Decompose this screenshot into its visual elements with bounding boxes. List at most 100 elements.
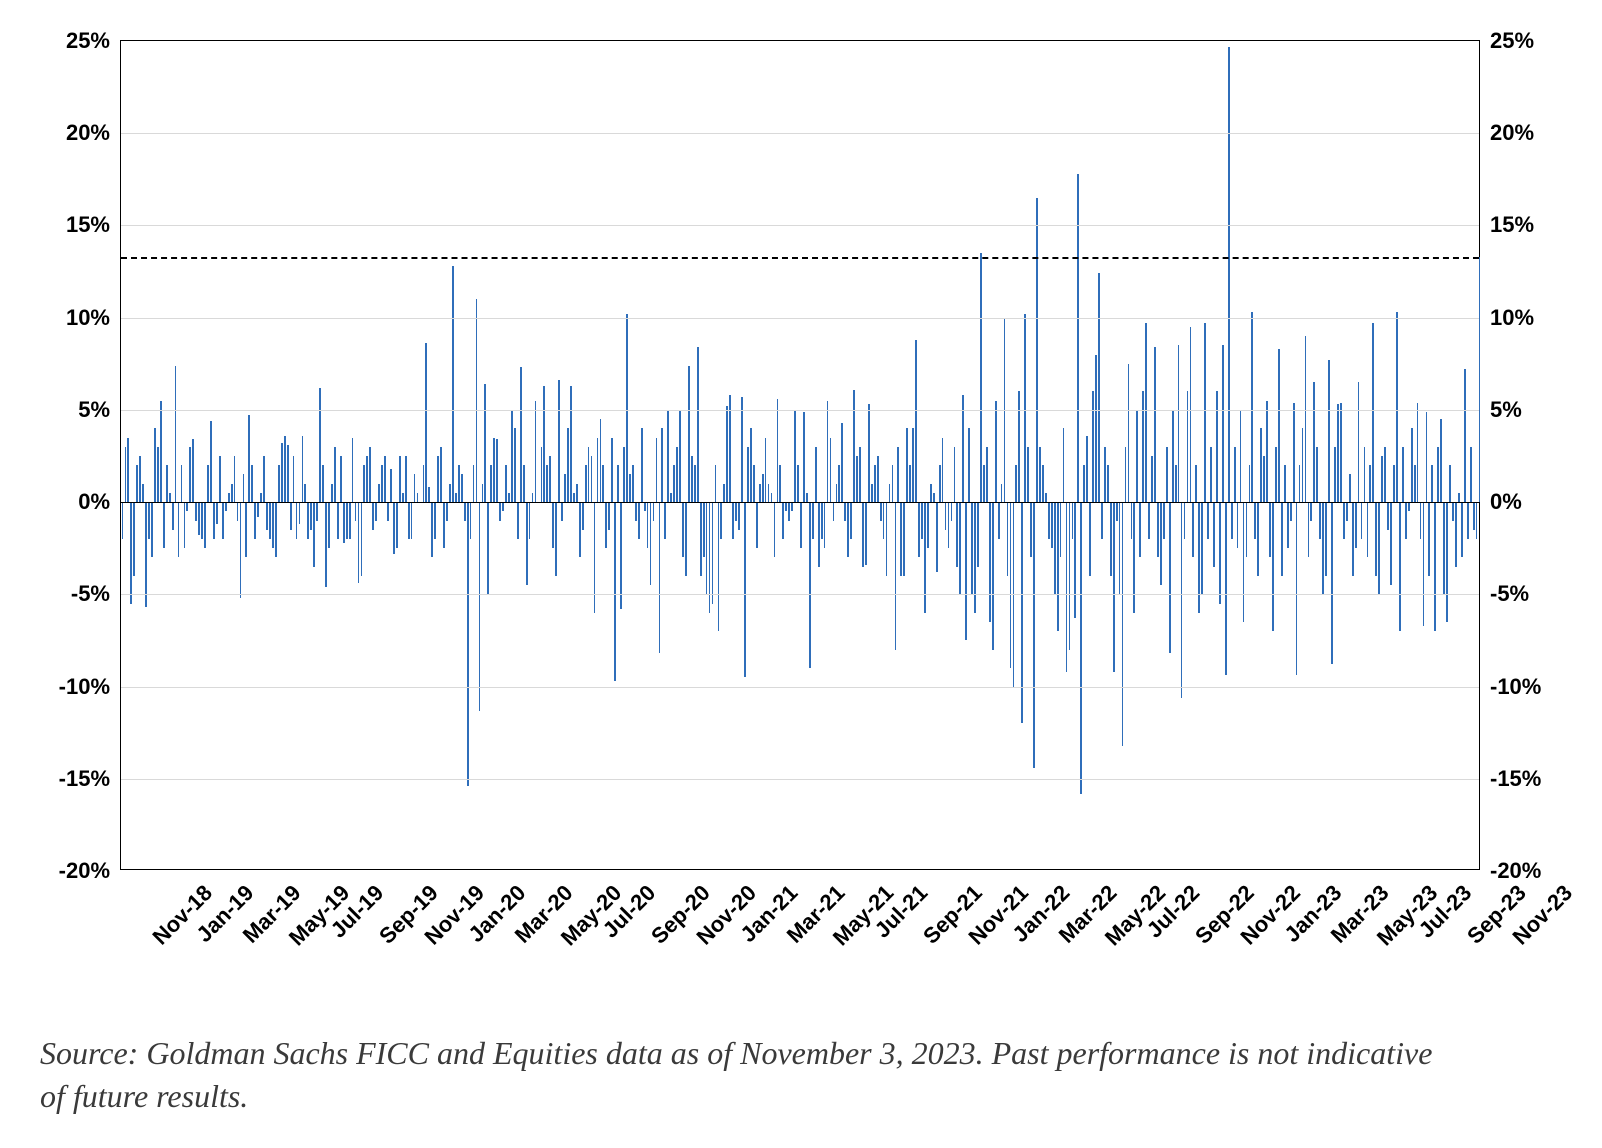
data-bar [747, 447, 749, 502]
data-bar [977, 502, 979, 567]
data-bar [579, 502, 581, 557]
data-bar [399, 456, 401, 502]
data-bar [1210, 447, 1212, 502]
data-bar [1187, 391, 1189, 502]
gridline [121, 318, 1479, 319]
data-bar [449, 484, 451, 502]
data-bar [768, 484, 770, 502]
data-bar [921, 502, 923, 539]
data-bar [1355, 502, 1357, 548]
data-bar [1405, 502, 1407, 539]
data-bar [1231, 502, 1233, 539]
y-tick-label-right: -5% [1490, 581, 1529, 607]
data-bar [676, 447, 678, 502]
data-bar [924, 502, 926, 613]
data-bar [886, 502, 888, 576]
data-bar [889, 484, 891, 502]
data-bar [296, 502, 298, 539]
data-bar [880, 502, 882, 520]
data-bar [549, 456, 551, 502]
data-bar [263, 456, 265, 502]
data-bar [912, 428, 914, 502]
data-bar [130, 502, 132, 603]
data-bar [210, 421, 212, 502]
data-bar [228, 493, 230, 502]
data-bar [906, 428, 908, 502]
plot-region [120, 40, 1480, 870]
data-bar [484, 384, 486, 502]
data-bar [1213, 502, 1215, 567]
data-bar [650, 502, 652, 585]
data-bar [532, 493, 534, 502]
data-bar [1240, 410, 1242, 502]
data-bar [762, 474, 764, 502]
data-bar [402, 493, 404, 502]
source-caption: Source: Goldman Sachs FICC and Equities … [40, 1032, 1440, 1118]
data-bar [166, 465, 168, 502]
data-bar [361, 502, 363, 576]
y-tick-label-left: 5% [78, 397, 110, 423]
data-bar [1086, 436, 1088, 502]
data-bar [602, 465, 604, 502]
data-bar [1458, 493, 1460, 502]
y-tick-label-left: -15% [59, 766, 110, 792]
data-bar [1426, 412, 1428, 502]
data-bar [841, 423, 843, 502]
data-bar [1364, 447, 1366, 502]
data-bar [535, 401, 537, 502]
data-bar [564, 474, 566, 502]
data-bar [1116, 502, 1118, 520]
data-bar [582, 502, 584, 530]
data-bar [585, 465, 587, 502]
data-bar [729, 395, 731, 502]
data-bar [523, 465, 525, 502]
data-bar [945, 502, 947, 530]
data-bar [1190, 327, 1192, 502]
data-bar [304, 484, 306, 502]
data-bar [1042, 465, 1044, 502]
data-bar [948, 502, 950, 548]
data-bar [169, 493, 171, 502]
y-tick-label-left: 0% [78, 489, 110, 515]
data-bar [830, 438, 832, 503]
data-bar [847, 502, 849, 557]
data-bar [1163, 502, 1165, 539]
data-bar [1110, 502, 1112, 576]
data-bar [995, 401, 997, 502]
data-bar [877, 456, 879, 502]
data-bar [942, 438, 944, 503]
data-bar [868, 404, 870, 502]
y-tick-label-left: 15% [66, 212, 110, 238]
data-bar [1393, 465, 1395, 502]
data-bar [139, 456, 141, 502]
data-bar [594, 502, 596, 613]
data-bar [1104, 447, 1106, 502]
data-bar [629, 474, 631, 502]
data-bar [251, 465, 253, 502]
data-bar [393, 502, 395, 554]
data-bar [962, 395, 964, 502]
data-bar [157, 447, 159, 502]
data-bar [1308, 502, 1310, 557]
data-bar [1122, 502, 1124, 745]
data-bar [181, 465, 183, 502]
data-bar [1204, 323, 1206, 502]
data-bar [1293, 403, 1295, 503]
data-bar [1390, 502, 1392, 585]
data-bar [974, 502, 976, 613]
data-bar [927, 502, 929, 548]
data-bar [204, 502, 206, 548]
data-bar [723, 484, 725, 502]
data-bar [638, 502, 640, 539]
data-bar [1098, 273, 1100, 502]
data-bar [827, 401, 829, 502]
data-bar [219, 456, 221, 502]
data-bar [1328, 360, 1330, 502]
data-bar [1033, 502, 1035, 768]
data-bar [363, 465, 365, 502]
data-bar [1446, 502, 1448, 622]
data-bar [1251, 312, 1253, 502]
data-bar [968, 428, 970, 502]
data-bar [956, 502, 958, 567]
data-bar [237, 502, 239, 520]
